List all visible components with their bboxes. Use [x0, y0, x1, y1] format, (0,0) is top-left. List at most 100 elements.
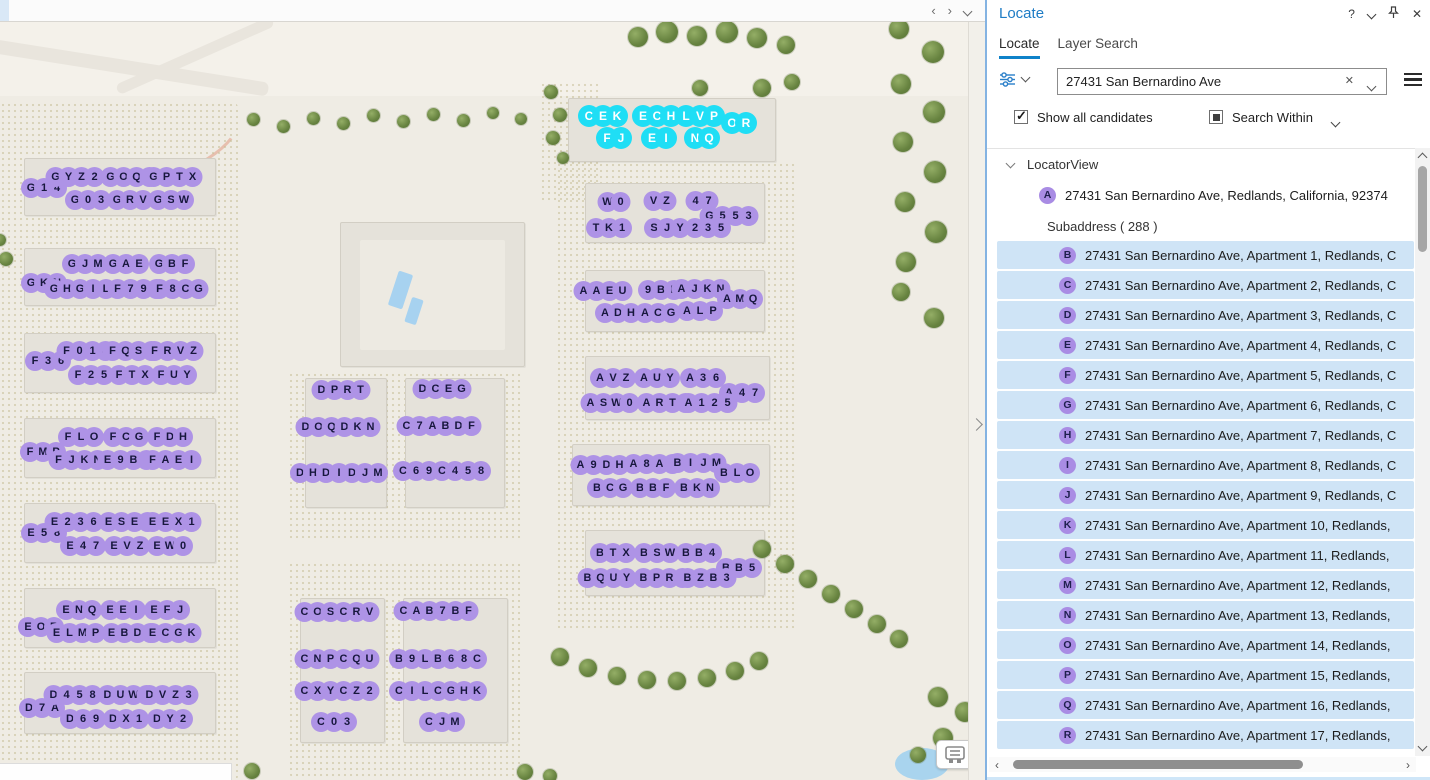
locate-settings-button[interactable]: [999, 72, 1031, 87]
tab-locate[interactable]: Locate: [999, 36, 1040, 59]
clear-search-icon[interactable]: ✕: [1344, 75, 1354, 87]
candidate-row-R[interactable]: R 27431 San Bernardino Ave, Apartment 17,…: [997, 721, 1414, 749]
panel-menu-chevron-icon[interactable]: [1366, 7, 1377, 21]
candidate-row-M[interactable]: M 27431 San Bernardino Ave, Apartment 12,…: [997, 571, 1414, 599]
scroll-right-icon[interactable]: ›: [1406, 758, 1410, 772]
search-history-chevron-icon[interactable]: [1366, 77, 1377, 95]
horizontal-scrollbar[interactable]: ‹ ›: [989, 757, 1416, 772]
candidate-row-A[interactable]: A 27431 San Bernardino Ave, Redlands, Ca…: [987, 179, 1416, 211]
candidate-row-E[interactable]: E 27431 San Bernardino Ave, Apartment 4, …: [997, 331, 1414, 359]
horizontal-scroll-thumb[interactable]: [1013, 760, 1303, 769]
map-canvas[interactable]: G14GYZ2GOQUGPTXG03GRVGSWGKNGJMGAEGBFGHGI…: [0, 22, 968, 780]
map-panel-splitter[interactable]: [968, 22, 985, 780]
candidate-row-F[interactable]: F 27431 San Bernardino Ave, Apartment 5, …: [997, 361, 1414, 389]
next-view-icon[interactable]: ›: [947, 3, 952, 18]
vertical-scroll-thumb[interactable]: [1418, 166, 1427, 252]
results-menu-icon[interactable]: [1404, 73, 1422, 87]
splitter-collapse-icon[interactable]: [970, 418, 983, 431]
candidate-row-K[interactable]: K 27431 San Bernardino Ave, Apartment 10,…: [997, 511, 1414, 539]
scroll-down-icon[interactable]: [1417, 741, 1428, 752]
show-all-candidates-checkbox[interactable]: [1014, 108, 1028, 124]
candidate-row-P[interactable]: P 27431 San Bernardino Ave, Apartment 15,…: [997, 661, 1414, 689]
locator-group-row[interactable]: LocatorView: [987, 149, 1416, 179]
scroll-up-icon[interactable]: [1417, 152, 1428, 163]
candidate-row-I[interactable]: I 27431 San Bernardino Ave, Apartment 8, …: [997, 451, 1414, 479]
vertical-scrollbar[interactable]: [1415, 148, 1430, 756]
search-input[interactable]: [1066, 70, 1336, 93]
search-within-checkbox[interactable]: [1209, 110, 1223, 124]
candidate-row-B[interactable]: B 27431 San Bernardino Ave, Apartment 1, …: [997, 241, 1414, 269]
view-menu-chevron-icon[interactable]: [962, 0, 973, 21]
candidate-row-G[interactable]: G 27431 San Bernardino Ave, Apartment 6, …: [997, 391, 1414, 419]
scroll-left-icon[interactable]: ‹: [995, 758, 999, 772]
tab-layer-search[interactable]: Layer Search: [1057, 36, 1138, 51]
close-icon[interactable]: ✕: [1411, 7, 1422, 21]
